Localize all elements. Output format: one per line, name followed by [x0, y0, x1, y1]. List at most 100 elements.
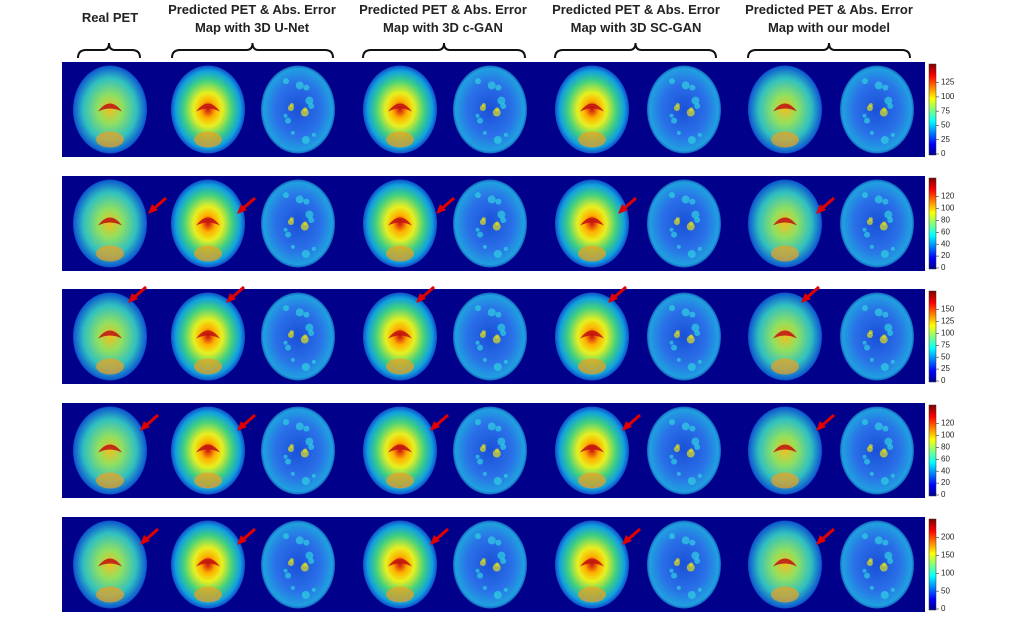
pet-image: [171, 520, 245, 609]
ventricle: [773, 558, 797, 567]
arrow-head: [608, 293, 618, 303]
ventricle: [580, 444, 604, 453]
error-speck: [497, 96, 506, 105]
pet-image: [748, 292, 822, 381]
error-speck: [300, 335, 309, 344]
error-speck: [487, 195, 496, 204]
cerebellum: [194, 472, 222, 489]
error-speck: [687, 249, 696, 258]
error-speck: [303, 425, 310, 432]
cerebellum: [96, 586, 124, 603]
error-speck: [300, 449, 309, 458]
colorbar-tick-label: 40: [941, 239, 950, 248]
error-speck: [868, 444, 873, 449]
pet-image: [555, 520, 629, 609]
error-speck: [497, 437, 506, 446]
column-header: Map with 3D U-Net: [195, 20, 310, 35]
error-map: [647, 406, 721, 495]
error-speck: [300, 563, 309, 572]
error-speck: [311, 246, 316, 251]
error-speck: [884, 437, 893, 446]
error-speck: [475, 113, 480, 118]
error-speck: [882, 84, 889, 91]
error-speck: [308, 557, 315, 564]
colorbar-tick-label: 100: [941, 568, 955, 577]
error-speck: [675, 103, 680, 108]
error-map: [840, 65, 914, 154]
colorbar-tick-label: 60: [941, 454, 950, 463]
error-speck: [289, 558, 294, 563]
pet-image: [555, 406, 629, 495]
error-speck: [697, 473, 702, 478]
error-map: [647, 179, 721, 268]
error-speck: [477, 458, 484, 465]
cerebellum: [386, 472, 414, 489]
colorbar-tick-label: 20: [941, 478, 950, 487]
arrow-head: [140, 421, 150, 431]
error-speck: [305, 96, 314, 105]
error-speck: [879, 335, 888, 344]
pet-image: [73, 406, 147, 495]
error-speck: [869, 585, 874, 590]
error-speck: [301, 249, 310, 258]
error-speck: [301, 590, 310, 599]
error-speck: [282, 533, 289, 540]
error-speck: [882, 425, 889, 432]
colorbar-tick-label: 80: [941, 443, 950, 452]
arrow-head: [416, 293, 426, 303]
colorbar-tick-label: 100: [941, 431, 955, 440]
error-speck: [308, 329, 315, 336]
error-speck: [495, 311, 502, 318]
colorbar-tick-label: 100: [941, 204, 955, 213]
error-speck: [311, 473, 316, 478]
error-speck: [689, 84, 696, 91]
error-speck: [861, 192, 868, 199]
error-speck: [283, 113, 288, 118]
error-speck: [861, 305, 868, 312]
error-speck: [295, 422, 304, 431]
error-speck: [694, 443, 701, 450]
colorbar-tick-label: 25: [941, 135, 950, 144]
error-speck: [676, 130, 681, 135]
error-speck: [691, 551, 700, 560]
error-speck: [868, 217, 873, 222]
error-speck: [487, 422, 496, 431]
error-speck: [285, 117, 292, 124]
error-speck: [868, 330, 873, 335]
error-speck: [285, 344, 292, 351]
error-speck: [482, 244, 487, 249]
error-speck: [681, 536, 690, 545]
error-speck: [691, 210, 700, 219]
error-speck: [481, 444, 486, 449]
error-speck: [686, 335, 695, 344]
error-speck: [482, 357, 487, 362]
error-speck: [303, 539, 310, 546]
error-speck: [694, 557, 701, 564]
error-speck: [686, 222, 695, 231]
colorbar-tick-label: 100: [941, 92, 955, 101]
error-speck: [864, 231, 871, 238]
column-header: Predicted PET & Abs. Error: [552, 2, 720, 17]
pet-image: [171, 65, 245, 154]
pet-image: [73, 179, 147, 268]
error-speck: [282, 305, 289, 312]
colorbar-tick-label: 150: [941, 305, 955, 314]
error-speck: [862, 568, 867, 573]
error-speck: [492, 335, 501, 344]
error-speck: [880, 362, 889, 371]
colorbar-tick-label: 0: [941, 263, 946, 272]
error-speck: [687, 476, 696, 485]
error-speck: [492, 563, 501, 572]
arrow-head: [436, 204, 446, 214]
ventricle: [98, 217, 122, 226]
arrow-head: [226, 293, 236, 303]
error-speck: [295, 81, 304, 90]
ventricle: [196, 558, 220, 567]
pet-image: [363, 520, 437, 609]
error-speck: [880, 590, 889, 599]
error-speck: [669, 568, 674, 573]
error-speck: [686, 449, 695, 458]
error-speck: [289, 217, 294, 222]
error-speck: [495, 539, 502, 546]
error-speck: [686, 563, 695, 572]
